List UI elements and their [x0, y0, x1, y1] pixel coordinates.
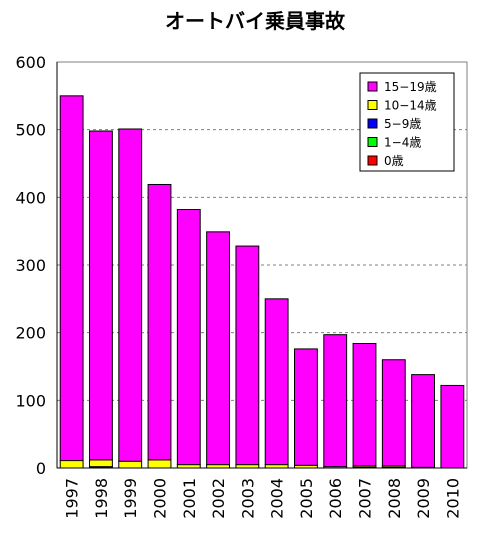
y-tick-label: 100: [15, 391, 46, 410]
bar-2001-15−19歳: [176, 209, 201, 466]
bar-1999-10−14歳: [118, 460, 143, 469]
bar-1999-15−19歳: [118, 128, 143, 462]
x-tick-label: 2006: [326, 478, 345, 519]
x-tick-label: 2003: [238, 478, 257, 519]
bar-1997-15−19歳: [59, 95, 84, 462]
legend: 15−19歳 10−14歳 5−9歳 1−4歳 0歳: [359, 72, 455, 172]
x-tick-label: 2007: [356, 478, 375, 519]
y-axis-ticks: 0 100 200 300 400 500 600: [15, 53, 46, 478]
bar-2005-15−19歳: [294, 348, 318, 466]
x-tick-label: 1999: [121, 478, 140, 519]
bar-2000-15−19歳: [147, 183, 172, 461]
legend-swatch: [367, 100, 378, 110]
bar-2004-15−19歳: [264, 298, 289, 466]
x-tick-label: 2010: [443, 478, 462, 519]
y-tick-label: 600: [15, 53, 46, 72]
legend-label: 10−14歳: [384, 99, 437, 113]
bar-2004-10−14歳: [264, 464, 289, 469]
x-tick-label: 1998: [92, 478, 111, 519]
y-tick-label: 400: [15, 188, 46, 207]
legend-swatch: [367, 155, 378, 166]
y-tick-label: 200: [15, 324, 46, 343]
y-tick-label: 300: [15, 256, 46, 275]
x-tick-label: 1997: [63, 478, 82, 519]
bar-2009-15−19歳: [411, 374, 435, 468]
y-tick-label: 500: [15, 121, 46, 140]
x-axis-ticks: 1997 1998 1999 2000 2001 2002 2003 2004 2005 2006…: [63, 478, 463, 519]
legend-swatch: [367, 81, 378, 92]
bar-2008-15−19歳: [381, 359, 406, 467]
x-tick-label: 2008: [385, 478, 404, 519]
bar-1997-10−14歳: [59, 460, 84, 469]
bar-2002-15−19歳: [206, 231, 230, 466]
bar-2006-15−19歳: [323, 334, 348, 468]
bar-1998-15−19歳: [89, 130, 113, 461]
bar-2003-15−19歳: [235, 245, 260, 466]
legend-swatch: [367, 118, 378, 129]
bar-2003-10−14歳: [235, 464, 260, 469]
y-tick-label: 0: [36, 459, 46, 478]
x-tick-label: 2001: [180, 478, 199, 519]
legend-label: 0歳: [384, 154, 404, 168]
legend-label: 5−9歳: [384, 117, 421, 131]
legend-swatch: [367, 137, 378, 147]
legend-label: 1−4歳: [384, 136, 421, 150]
chart-title: オートバイ乗員事故: [165, 9, 346, 33]
bars: [59, 95, 465, 469]
bar-2007-15−19歳: [352, 342, 377, 467]
x-tick-label: 2004: [268, 478, 287, 519]
bar-1998-10−14歳: [89, 459, 113, 468]
bar-2010-15−19歳: [440, 384, 465, 469]
x-tick-label: 2000: [151, 478, 170, 519]
legend-label: 15−19歳: [384, 80, 437, 94]
x-tick-label: 2002: [209, 478, 228, 519]
bar-2000-10−14歳: [147, 459, 172, 469]
x-tick-label: 2005: [297, 478, 316, 519]
bar-2002-10−14歳: [206, 464, 230, 469]
axes: [56, 61, 468, 469]
bar-2001-10−14歳: [176, 464, 201, 469]
x-tick-label: 2009: [414, 478, 433, 519]
